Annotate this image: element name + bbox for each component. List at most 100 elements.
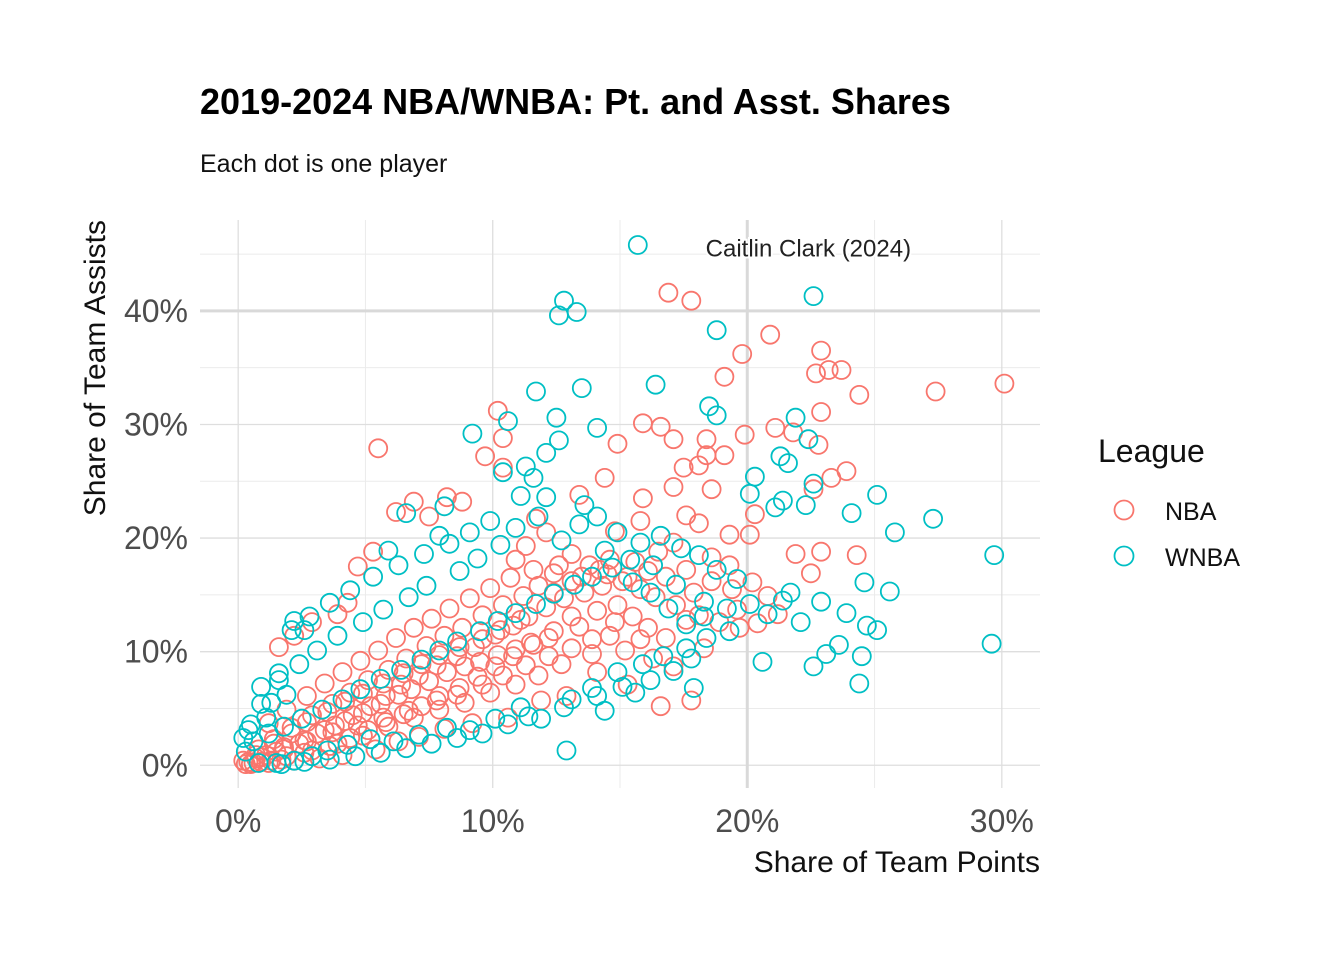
wnba-point: [706, 405, 727, 426]
wnba-point: [291, 708, 312, 729]
nba-point: [429, 645, 450, 665]
nba-point: [498, 707, 518, 728]
x-tick-label: 30%: [970, 803, 1034, 839]
wnba-point: [633, 654, 653, 675]
wnba-point: [587, 506, 607, 527]
nba-point: [419, 671, 440, 692]
nba-point: [439, 598, 460, 619]
wnba-point: [602, 557, 623, 578]
wnba-point: [439, 533, 460, 554]
wnba-point: [694, 606, 714, 627]
wnba-point: [551, 530, 572, 551]
wnba-point: [467, 548, 488, 569]
nba-point: [350, 650, 371, 671]
wnba-point: [676, 638, 697, 659]
nba-point: [760, 324, 781, 345]
nba-point: [327, 733, 348, 754]
nba-point: [475, 446, 496, 467]
nba-point: [579, 555, 600, 576]
legend-key-wnba: [1113, 545, 1135, 567]
nba-point: [388, 684, 409, 705]
nba-point: [630, 629, 651, 650]
wnba-point: [790, 612, 811, 632]
wnba-point: [752, 652, 773, 672]
nba-point: [569, 616, 590, 637]
legend-key-nba: [1113, 499, 1135, 521]
nba-point: [510, 610, 531, 630]
wnba-point: [640, 582, 661, 603]
wnba-point: [885, 522, 905, 543]
nba-point: [582, 629, 602, 650]
y-tick-label: 40%: [124, 293, 188, 329]
wnba-point: [240, 714, 261, 735]
nba-point: [480, 578, 501, 598]
nba-point: [322, 722, 343, 743]
nba-point: [607, 595, 628, 615]
nba-point: [925, 381, 946, 402]
wnba-point: [373, 599, 394, 620]
nba-point: [411, 654, 432, 675]
wnba-point: [289, 654, 310, 675]
nba-point: [447, 684, 468, 705]
nba-point: [630, 511, 651, 531]
nba-point: [569, 484, 590, 505]
wnba-point: [449, 561, 470, 581]
nba-point: [543, 563, 564, 584]
wnba-point: [569, 514, 590, 535]
wnba-point: [515, 456, 536, 477]
nba-point: [592, 575, 613, 596]
nba-point: [676, 505, 697, 526]
nba-point: [574, 582, 595, 603]
wnba-point: [867, 620, 887, 640]
wnba-point: [757, 604, 778, 625]
wnba-point: [317, 740, 338, 761]
wnba-point: [645, 374, 666, 395]
wnba-point: [981, 633, 1002, 654]
nba-point: [434, 625, 455, 646]
nba-point: [676, 560, 697, 580]
wnba-point: [345, 746, 366, 767]
nba-point: [831, 360, 852, 380]
nba-point: [386, 628, 406, 648]
player-annotation: Caitlin Clark (2024): [706, 235, 911, 262]
nba-point: [683, 582, 704, 603]
legend-label-wnba: WNBA: [1165, 544, 1240, 572]
wnba-point: [765, 497, 786, 518]
nba-point: [689, 513, 709, 534]
wnba-point: [607, 662, 628, 682]
nba-point: [302, 705, 322, 726]
nba-point: [352, 683, 373, 704]
wnba-point: [398, 587, 419, 608]
axis-ticks: 0% 10% 20% 30% 0% 10% 20% 30% 40%: [124, 293, 1034, 839]
nba-point: [335, 711, 356, 731]
nba-point: [734, 424, 755, 445]
wnba-point: [447, 728, 468, 748]
wnba-point: [526, 594, 546, 614]
wnba-point: [671, 538, 691, 559]
nba-point: [727, 599, 747, 620]
wnba-point: [811, 591, 831, 612]
wnba-point: [816, 644, 837, 664]
nba-point: [630, 579, 651, 600]
nba-point: [551, 654, 572, 675]
wnba-point: [694, 591, 714, 612]
wnba-point: [780, 582, 801, 603]
nba-point: [714, 445, 735, 466]
wnba-point: [414, 544, 434, 564]
nba-point: [599, 549, 620, 570]
wnba-point: [803, 286, 824, 307]
wnba-point: [666, 574, 686, 595]
wnba-point: [383, 731, 404, 752]
nba-point: [633, 488, 653, 509]
nba-point: [836, 461, 857, 482]
wnba-point: [879, 581, 900, 602]
wnba-point: [739, 483, 760, 504]
wnba-point: [251, 694, 272, 714]
wnba-point: [696, 628, 717, 648]
nba-point: [681, 290, 702, 311]
wnba-point: [798, 429, 819, 450]
wnba-point: [510, 486, 531, 506]
wnba-point: [480, 511, 501, 531]
nba-point: [806, 363, 826, 384]
nba-point: [375, 712, 396, 732]
